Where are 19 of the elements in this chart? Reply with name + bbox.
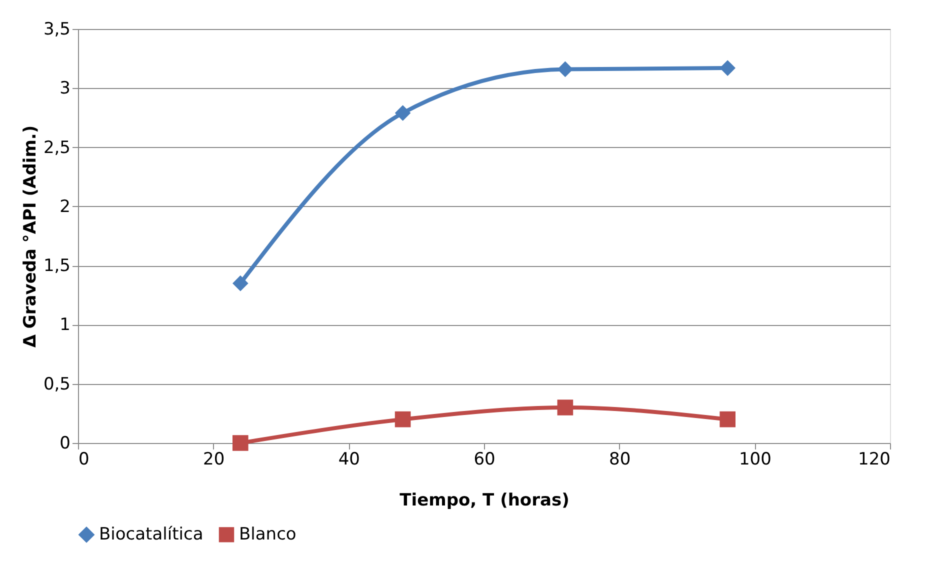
y-tick-label: 2,5 [43, 138, 70, 158]
y-axis-title: Δ Graveda °API (Adim.) [20, 125, 40, 348]
x-tick-label: 80 [609, 450, 631, 470]
x-tick-label: 0 [78, 450, 90, 470]
y-tick-label: 0,5 [43, 374, 70, 394]
y-tick-label: 0 [60, 434, 70, 454]
y-tick-label: 3 [60, 78, 70, 99]
legend-label: Blanco [239, 524, 296, 545]
y-tick-label: 1,5 [43, 256, 70, 276]
y-tick-label: 3,5 [43, 20, 70, 40]
y-tick-label: 2 [60, 196, 70, 217]
x-tick-label: 60 [474, 450, 496, 470]
x-tick-label: 120 [858, 450, 890, 470]
x-tick-label: 40 [338, 450, 360, 470]
legend-label: Biocatalítica [99, 524, 204, 545]
x-axis-title: Tiempo, T (horas) [400, 490, 570, 510]
x-tick-label: 20 [203, 450, 225, 470]
x-tick-label: 100 [738, 450, 772, 470]
y-tick-label: 1 [60, 315, 70, 336]
